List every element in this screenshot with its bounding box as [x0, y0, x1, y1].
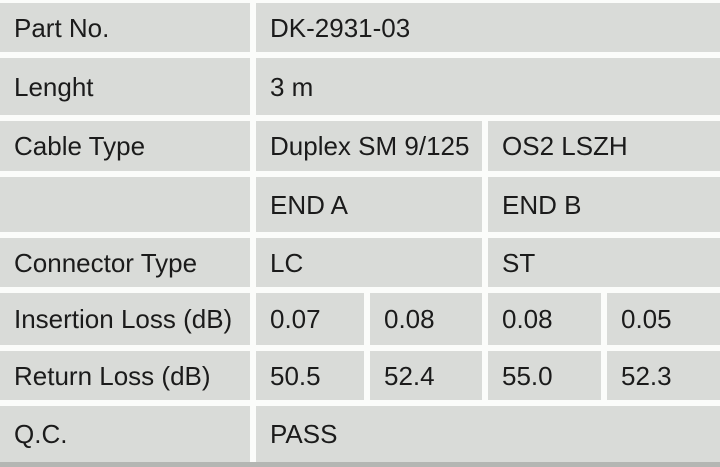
label-connector-type: Connector Type — [0, 238, 250, 287]
value-insertion-loss-1: 0.07 — [256, 293, 364, 345]
label-qc: Q.C. — [0, 406, 250, 462]
value-part-no: DK-2931-03 — [256, 3, 720, 52]
value-length: 3 m — [256, 58, 720, 115]
label-cable-type: Cable Type — [0, 121, 250, 171]
value-insertion-loss-2: 0.08 — [370, 293, 482, 345]
value-cable-type-2: OS2 LSZH — [488, 121, 720, 171]
bottom-edge-strip — [0, 462, 720, 467]
value-connector-end-a: LC — [256, 238, 482, 287]
value-insertion-loss-4: 0.05 — [607, 293, 720, 345]
value-return-loss-3: 55.0 — [488, 351, 601, 400]
value-insertion-loss-3: 0.08 — [488, 293, 601, 345]
value-return-loss-1: 50.5 — [256, 351, 364, 400]
value-connector-end-b: ST — [488, 238, 720, 287]
label-return-loss: Return Loss (dB) — [0, 351, 250, 400]
label-insertion-loss: Insertion Loss (dB) — [0, 293, 250, 345]
value-qc: PASS — [256, 406, 720, 462]
value-return-loss-4: 52.3 — [607, 351, 720, 400]
header-end-a: END A — [256, 177, 482, 232]
label-length: Lenght — [0, 58, 250, 115]
value-return-loss-2: 52.4 — [370, 351, 482, 400]
label-empty — [0, 177, 250, 232]
spec-table: Part No. DK-2931-03 Lenght 3 m Cable Typ… — [0, 3, 720, 462]
value-cable-type-1: Duplex SM 9/125 — [256, 121, 482, 171]
header-end-b: END B — [488, 177, 720, 232]
label-part-no: Part No. — [0, 3, 250, 52]
